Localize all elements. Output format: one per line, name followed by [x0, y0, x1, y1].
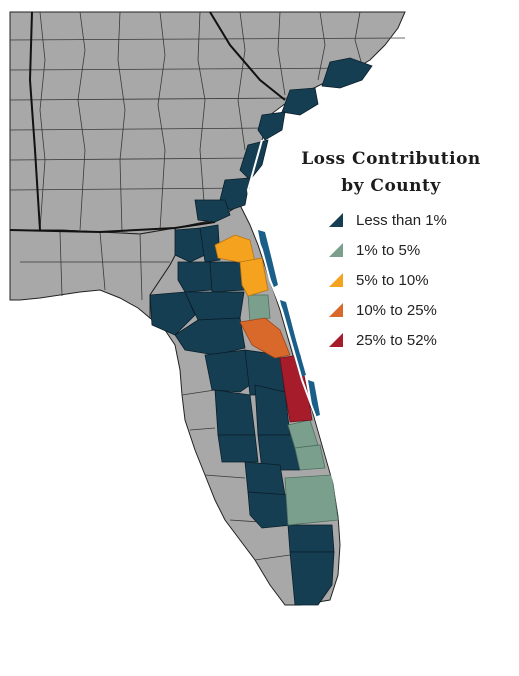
legend-item-25-to-52pct: 25% to 52% — [329, 325, 447, 355]
atlantic-coastline — [246, 139, 341, 521]
counties-1-to-5pct — [247, 294, 339, 526]
legend-title-line-1: Loss Contribution — [301, 149, 481, 169]
legend: Less than 1% 1% to 5% 5% to 10% 10% to 2… — [329, 205, 447, 355]
counties-5-to-10pct — [214, 234, 269, 297]
legend-item-1-to-5pct: 1% to 5% — [329, 235, 447, 265]
county-boundaries — [9, 11, 406, 561]
triangle-swatch-icon — [329, 333, 343, 347]
legend-label: 5% to 10% — [356, 271, 429, 289]
legend-item-10-to-25pct: 10% to 25% — [329, 295, 447, 325]
triangle-swatch-icon — [329, 273, 343, 287]
legend-item-5-to-10pct: 5% to 10% — [329, 265, 447, 295]
legend-label: Less than 1% — [356, 211, 447, 229]
counties-less-than-1pct — [149, 57, 373, 606]
triangle-swatch-icon — [329, 243, 343, 257]
counties-10-to-25pct — [239, 317, 291, 359]
coastline-water-strip — [258, 230, 320, 417]
state-boundaries — [9, 11, 286, 234]
legend-label: 10% to 25% — [356, 301, 437, 319]
legend-item-less-than-1pct: Less than 1% — [329, 205, 447, 235]
legend-label: 25% to 52% — [356, 331, 437, 349]
triangle-swatch-icon — [329, 213, 343, 227]
legend-label: 1% to 5% — [356, 241, 421, 259]
legend-title: Loss Contribution by County — [268, 146, 514, 200]
legend-title-line-2: by County — [341, 176, 441, 196]
triangle-swatch-icon — [329, 303, 343, 317]
